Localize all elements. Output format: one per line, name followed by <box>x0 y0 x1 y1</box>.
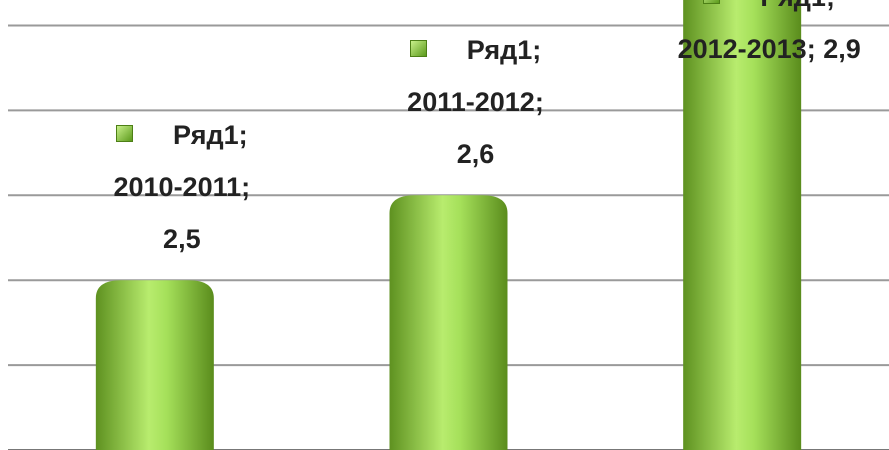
legend-key <box>116 125 134 143</box>
data-label-text: Ряд1; 2011-2012; 2,6 <box>407 35 544 170</box>
bar <box>683 0 802 450</box>
category-name: 2010-2011 <box>113 172 242 203</box>
value-label: 2,6 <box>456 139 495 170</box>
bars <box>95 0 802 450</box>
series-name: Ряд1 <box>466 35 533 66</box>
value-label: 2,5 <box>163 224 201 255</box>
data-label-text: Ряд1; 2012-2013; 2,9 <box>669 0 869 75</box>
data-label: Ряд1; 2011-2012; 2,6 <box>396 0 556 180</box>
data-label-text: Ряд1; 2010-2011; 2,5 <box>113 120 251 255</box>
series-name: Ряд1 <box>173 120 239 151</box>
data-label: Ряд1; 2012-2013; 2,9 <box>669 0 869 75</box>
bar <box>95 280 214 450</box>
data-label-box: Ряд1; 2010-2011; 2,5 <box>102 45 262 265</box>
labels: Ряд1; 2010-2011; 2,5 Ряд1; 2011-2012; 2,6… <box>102 0 869 265</box>
data-label-box: Ряд1; 2012-2013; 2,9 <box>669 0 869 75</box>
legend-key <box>409 40 427 58</box>
category-name: 2012-2013 <box>677 34 807 64</box>
series-name: Ряд1 <box>760 0 826 12</box>
data-label: Ряд1; 2010-2011; 2,5 <box>102 45 262 265</box>
value-label: 2,9 <box>823 34 861 64</box>
legend-key <box>703 0 721 4</box>
data-label-box: Ряд1; 2011-2012; 2,6 <box>396 0 556 180</box>
category-name: 2011-2012 <box>407 87 535 118</box>
bar <box>389 195 508 450</box>
